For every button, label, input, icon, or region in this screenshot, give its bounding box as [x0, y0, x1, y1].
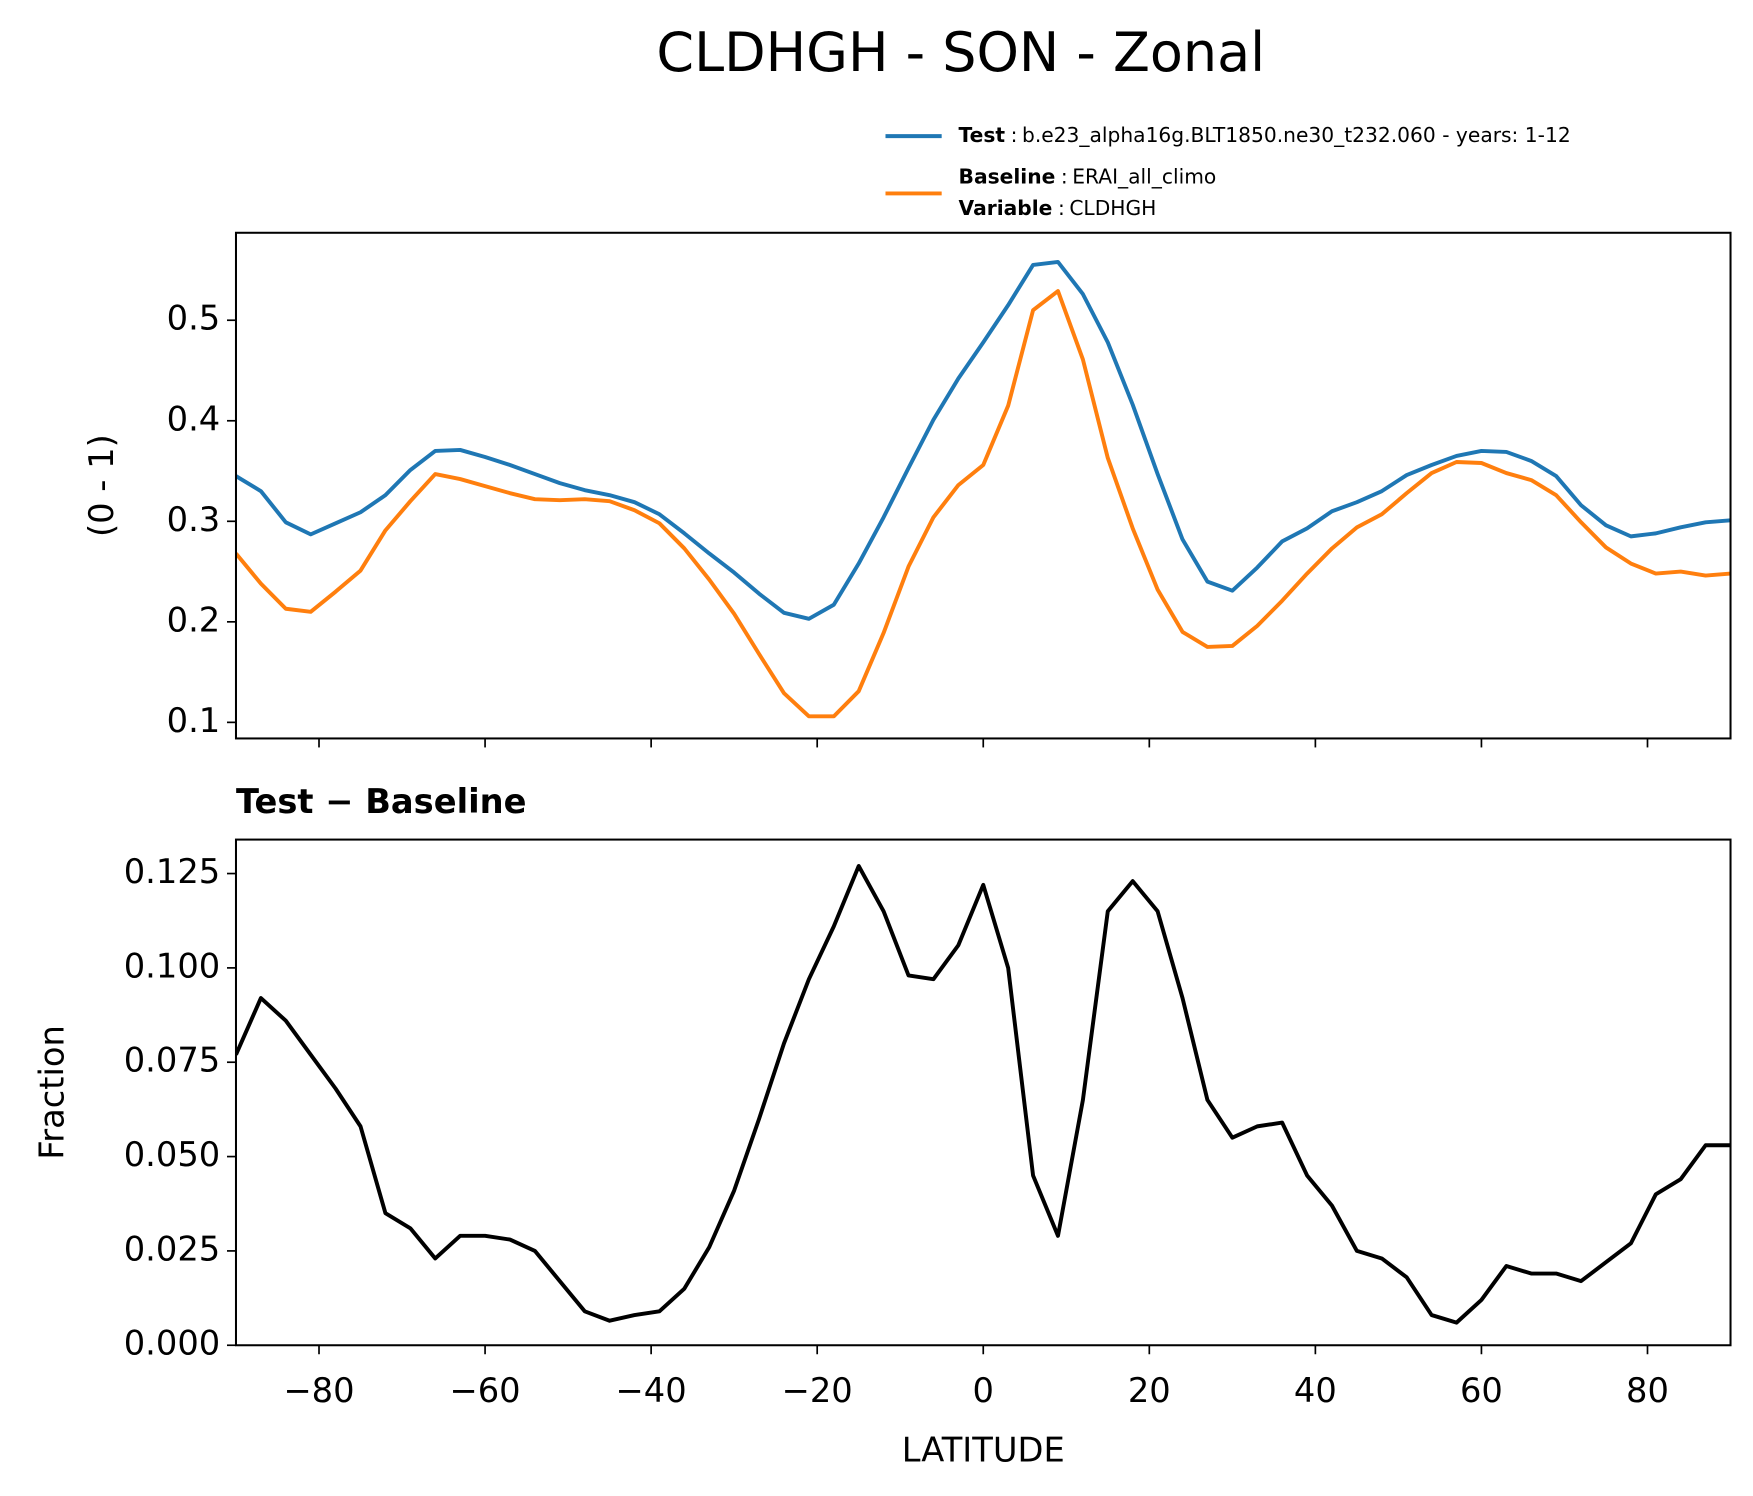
data-line: [235, 259, 1731, 621]
legend-detail: ERAI_all_climo: [1072, 164, 1216, 188]
y-tick-label: 0.050: [124, 1135, 221, 1174]
x-tick-label: −60: [450, 1371, 521, 1410]
x-tick-label: 0: [973, 1371, 994, 1410]
legend-name: Variable: [959, 196, 1053, 220]
x-tick-label: −20: [782, 1371, 853, 1410]
legend-entry: Test: b.e23_alpha16g.BLT1850.ne30_t232.06…: [959, 123, 1571, 147]
legend-sep: :: [1058, 196, 1065, 220]
x-tick-label: 80: [1626, 1371, 1669, 1410]
legend-sep: :: [1061, 164, 1068, 188]
legend-detail: CLDHGH: [1069, 196, 1156, 220]
x-tick-label: −40: [616, 1371, 687, 1410]
y-tick-label: 0.100: [124, 946, 221, 985]
y-axis-label: Fraction: [32, 1025, 71, 1160]
y-tick-label: 0.025: [124, 1229, 221, 1268]
x-tick-label: 20: [1128, 1371, 1171, 1410]
y-tick-label: 0.000: [124, 1324, 221, 1363]
plot-frame: [234, 231, 1732, 740]
y-tick-label: 0.5: [167, 299, 221, 338]
y-tick-label: 0.125: [124, 852, 221, 891]
legend-detail: b.e23_alpha16g.BLT1850.ne30_t232.060 - y…: [1022, 123, 1571, 147]
legend-sep: :: [1011, 123, 1018, 147]
data-line: [235, 864, 1731, 1325]
y-axis-label: (0 - 1): [82, 434, 121, 537]
legend-entry: Baseline: ERAI_all_climo: [959, 164, 1217, 188]
figure-title: CLDHGH - SON - Zonal: [656, 21, 1265, 84]
x-tick-label: 60: [1460, 1371, 1503, 1410]
subplot-title: Test − Baseline: [236, 782, 527, 821]
legend-extra: Variable: CLDHGH: [959, 196, 1157, 220]
y-tick-label: 0.3: [167, 500, 221, 539]
y-tick-label: 0.2: [167, 600, 221, 639]
x-axis-label: LATITUDE: [902, 1431, 1065, 1470]
x-tick-label: −80: [283, 1371, 354, 1410]
y-tick-label: 0.075: [124, 1041, 221, 1080]
legend-name: Test: [959, 123, 1006, 147]
plot-frame: [234, 838, 1732, 1347]
x-tick-label: 40: [1294, 1371, 1337, 1410]
legend-name: Baseline: [959, 164, 1056, 188]
data-line: [235, 289, 1731, 719]
y-tick-label: 0.1: [167, 701, 221, 740]
y-tick-label: 0.4: [167, 399, 221, 438]
